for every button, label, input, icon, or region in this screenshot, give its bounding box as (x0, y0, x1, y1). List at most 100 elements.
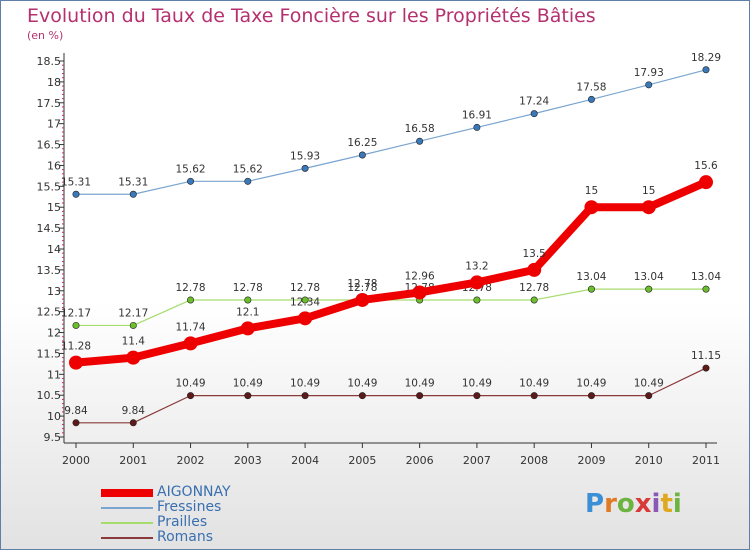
data-label-fressines: 18.29 (691, 52, 721, 64)
data-label-romans: 10.49 (576, 378, 606, 390)
series-line-fressines (76, 69, 707, 195)
data-label-fressines: 15.31 (61, 176, 91, 188)
data-point-romans (301, 392, 309, 400)
data-point-romans (244, 392, 252, 400)
data-label-aigonnay: 12.96 (405, 270, 435, 282)
x-tick-label: 2001 (119, 454, 147, 467)
legend-item: AIGONNAY (101, 485, 231, 500)
data-label-fressines: 17.24 (519, 96, 549, 108)
data-point-fressines (645, 81, 653, 89)
proxiti-logo: Proxiti (585, 489, 682, 519)
legend-item: Prailles (101, 515, 231, 530)
y-tick-label: 17.5 (37, 97, 62, 110)
x-tick-label: 2007 (463, 454, 491, 467)
data-point-fressines (129, 190, 137, 198)
legend-label: Prailles (157, 514, 208, 530)
data-point-fressines (358, 151, 366, 159)
y-tick-label: 12.5 (37, 306, 62, 319)
logo-letter: i (672, 489, 682, 519)
y-tick-label: 16 (47, 159, 61, 172)
data-point-romans (187, 392, 195, 400)
data-point-aigonnay (183, 336, 198, 351)
data-point-aigonnay (69, 355, 83, 370)
data-point-romans (416, 392, 424, 400)
data-label-aigonnay: 12.34 (290, 296, 320, 308)
legend-swatch (101, 521, 153, 524)
data-point-romans (473, 392, 481, 400)
legend-label: Romans (157, 529, 214, 545)
x-tick-label: 2009 (577, 454, 605, 467)
chart-title: Evolution du Taux de Taxe Foncière sur l… (27, 5, 596, 27)
data-label-romans: 10.49 (405, 378, 435, 390)
data-point-romans (587, 392, 595, 400)
data-label-aigonnay: 12.78 (347, 278, 377, 290)
data-point-aigonnay (641, 200, 656, 215)
data-label-romans: 10.49 (176, 378, 206, 390)
data-label-prailles: 12.78 (176, 282, 206, 294)
data-point-aigonnay (527, 262, 542, 277)
data-point-prailles (587, 285, 595, 293)
data-point-fressines (244, 177, 252, 185)
data-point-romans (72, 419, 80, 427)
y-tick-label: 17 (47, 118, 61, 131)
data-label-fressines: 16.91 (462, 109, 492, 121)
y-tick-label: 13 (47, 285, 61, 298)
data-label-fressines: 17.93 (634, 67, 664, 79)
x-tick-label: 2010 (635, 454, 663, 467)
data-label-prailles: 12.78 (519, 282, 549, 294)
data-label-romans: 9.84 (122, 405, 146, 417)
data-point-aigonnay (355, 292, 370, 307)
logo-letter: i (651, 489, 661, 519)
data-label-prailles: 13.04 (634, 271, 664, 283)
data-label-aigonnay: 11.28 (61, 341, 91, 353)
data-point-romans (129, 419, 137, 427)
data-label-romans: 10.49 (347, 378, 377, 390)
data-point-fressines (416, 137, 424, 145)
x-tick-label: 2011 (692, 454, 720, 467)
chart-legend: AIGONNAY Fressines Prailles Romans (101, 485, 231, 545)
data-label-prailles: 12.78 (290, 282, 320, 294)
legend-item: Fressines (101, 500, 231, 515)
legend-swatch (101, 506, 153, 509)
series-line-romans (76, 367, 707, 424)
series-line-aigonnay (75, 178, 708, 367)
logo-letter: r (604, 489, 617, 519)
data-label-fressines: 15.93 (290, 150, 320, 162)
data-point-romans (702, 364, 710, 372)
data-label-fressines: 15.31 (118, 176, 148, 188)
data-point-prailles (530, 296, 538, 304)
data-point-prailles (187, 296, 195, 304)
legend-swatch (101, 536, 153, 539)
data-label-prailles: 13.04 (576, 271, 606, 283)
data-point-prailles (301, 296, 309, 304)
data-label-romans: 9.84 (64, 405, 88, 417)
data-label-aigonnay: 15 (642, 185, 655, 197)
data-label-aigonnay: 13.5 (522, 248, 545, 260)
data-label-romans: 10.49 (634, 378, 664, 390)
data-point-romans (530, 392, 538, 400)
y-tick-label: 18.5 (37, 55, 62, 68)
data-label-romans: 10.49 (519, 378, 549, 390)
y-tick-label: 9.5 (44, 431, 62, 444)
data-point-prailles (702, 285, 710, 293)
x-tick-label: 2005 (348, 454, 376, 467)
y-tick-label: 11.5 (37, 347, 62, 360)
y-tick-label: 16.5 (37, 139, 62, 152)
data-label-prailles: 13.04 (691, 271, 721, 283)
data-label-romans: 10.49 (462, 378, 492, 390)
logo-letter: o (616, 489, 635, 519)
data-point-prailles (645, 285, 653, 293)
data-label-aigonnay: 13.2 (465, 260, 488, 272)
x-tick-label: 2004 (291, 454, 319, 467)
data-label-romans: 11.15 (691, 350, 721, 362)
data-label-fressines: 15.62 (233, 163, 263, 175)
data-point-aigonnay (699, 175, 713, 190)
x-tick-label: 2003 (234, 454, 262, 467)
data-label-fressines: 17.58 (576, 81, 606, 93)
legend-swatch (101, 488, 153, 497)
data-point-romans (358, 392, 366, 400)
data-point-aigonnay (584, 200, 599, 215)
data-point-fressines (530, 110, 538, 118)
